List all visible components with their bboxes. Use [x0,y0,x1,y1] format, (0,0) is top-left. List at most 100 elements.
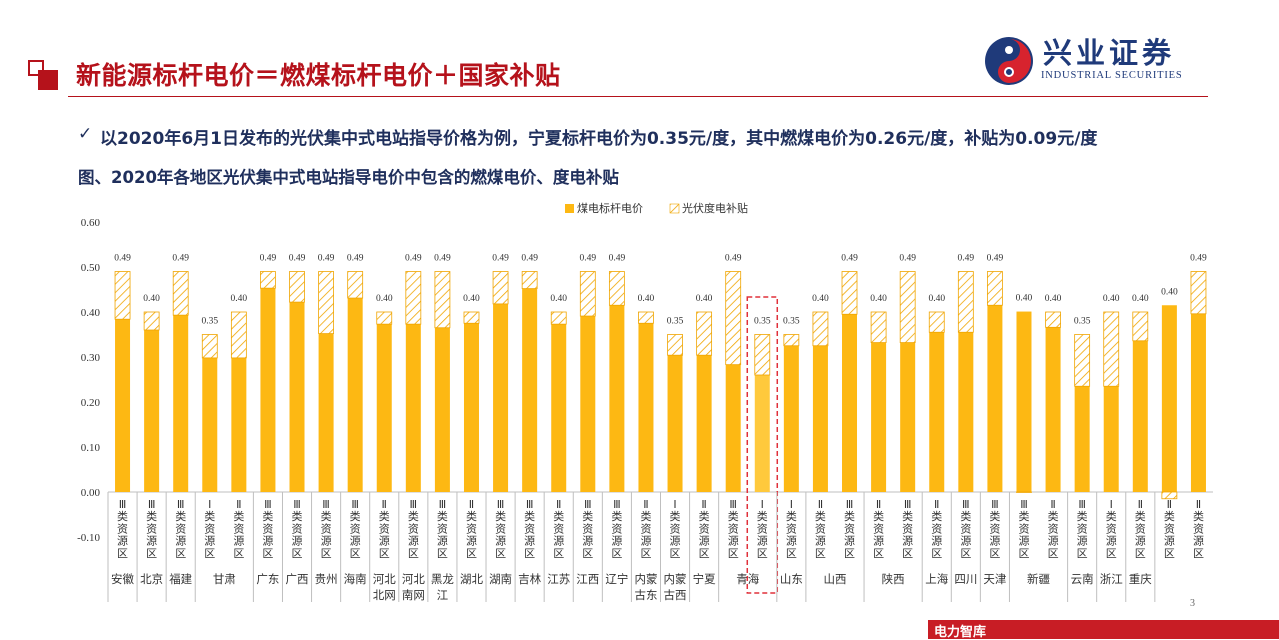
bar-value-label: 0.40 [696,294,713,304]
bar-coal [929,332,944,492]
x-region-label: 宁夏 [693,572,716,586]
x-region-label: 新疆 [1027,572,1050,586]
x-region-label: 重庆 [1129,572,1152,586]
x-region-label: 贵州 [315,572,338,586]
bar-coal [900,343,915,492]
bar-coal [668,355,683,492]
bar-subsidy [668,335,683,356]
bar-coal [406,324,421,492]
bar-subsidy [697,312,712,355]
bar-value-label: 0.49 [318,254,335,264]
legend-label-coal: 煤电标杆电价 [577,201,643,215]
x-region-label: 河北南网 [402,572,425,602]
bar-coal [348,298,363,492]
bar-subsidy [609,272,624,306]
x-region-label: 江苏 [547,572,570,586]
page-number: 3 [1190,598,1195,609]
bar-subsidy [260,272,275,289]
bar-coal [377,324,392,492]
bar-subsidy [493,272,508,304]
bar-coal [202,358,217,492]
bar-value-label: 0.49 [434,254,451,264]
x-region-label: 甘肃 [213,572,236,586]
bar-coal [115,319,130,492]
x-region-label: 北京 [140,572,163,586]
bar-coal [319,334,334,492]
bar-value-label: 0.40 [1016,294,1033,304]
bar-value-label: 0.49 [1190,254,1207,264]
bar-value-label: 0.40 [463,294,480,304]
bar-coal [551,324,566,492]
bar-subsidy [202,335,217,358]
bar-coal [580,316,595,492]
bar-coal [144,330,159,492]
x-region-label: 青海 [736,572,759,586]
y-tick-label: -0.10 [77,532,100,544]
bar-subsidy [435,272,450,328]
bar-value-label: 0.40 [812,294,829,304]
bar-value-label: 0.49 [521,254,538,264]
bar-subsidy [1133,312,1148,341]
x-region-label: 河北北网 [373,572,396,602]
legend-label-subsidy: 光伏度电补贴 [682,201,748,215]
bar-value-label: 0.40 [638,294,655,304]
bar-value-label: 0.40 [870,294,887,304]
x-region-label: 山东 [780,572,803,586]
bar-value-label: 0.40 [143,294,160,304]
bar-value-label: 0.49 [347,254,364,264]
x-region-label: 江西 [576,572,599,586]
bar-value-label: 0.49 [609,254,626,264]
x-region-label: 福建 [169,572,192,586]
x-region-label: 海南 [344,572,367,586]
bar-value-label: 0.40 [376,294,393,304]
bar-coal [173,315,188,492]
bar-value-label: 0.49 [987,254,1004,264]
bar-subsidy [551,312,566,324]
bar-coal [958,332,973,492]
bar-subsidy [348,272,363,299]
bar-coal [1016,312,1031,492]
bar-coal [1191,314,1206,492]
bar-value-label: 0.40 [1132,294,1149,304]
x-region-label: 内蒙古西 [664,572,687,602]
legend-swatch-subsidy [670,204,679,213]
bar-value-label: 0.49 [579,254,596,264]
bar-value-label: 0.49 [114,254,131,264]
bar-subsidy [813,312,828,346]
bar-value-label: 0.35 [667,317,684,327]
bar-subsidy [377,312,392,324]
bar-value-label: 0.40 [1045,294,1062,304]
x-region-label: 吉林 [518,572,541,586]
bar-subsidy [522,272,537,289]
bar-coal [493,304,508,492]
y-tick-label: 0.40 [81,307,101,319]
bar-coal [290,302,305,492]
bar-value-label: 0.49 [725,254,742,264]
bar-value-label: 0.40 [550,294,567,304]
bar-subsidy [726,272,741,365]
bar-coal [1075,386,1090,492]
bar-value-label: 0.49 [958,254,975,264]
bar-value-label: 0.35 [783,317,800,327]
x-region-label: 湖北 [460,572,483,586]
